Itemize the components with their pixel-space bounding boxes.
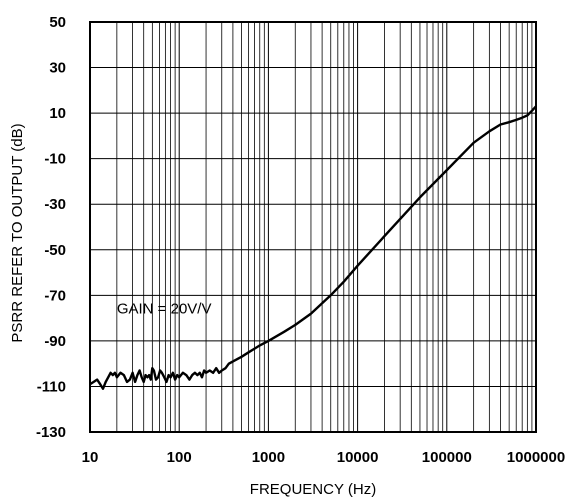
plot-frame [89, 21, 537, 433]
minor-gridlines [116, 22, 533, 432]
y-tick-label: -70 [44, 287, 66, 304]
x-tick-labels: 10 100 1000 10000 100000 1000000 [82, 449, 566, 466]
y-tick-label: 50 [49, 14, 66, 31]
y-tick-label: 10 [49, 105, 66, 122]
y-tick-label: -10 [44, 151, 66, 168]
x-tick-label: 10 [82, 449, 99, 466]
major-gridlines [89, 21, 537, 433]
x-axis-title: FREQUENCY (Hz) [250, 481, 376, 498]
x-tick-label: 1000 [252, 449, 285, 466]
x-tick-label: 100000 [422, 449, 472, 466]
psrr-series-line [89, 105, 537, 390]
x-tick-label: 100 [167, 449, 192, 466]
series-layer [89, 105, 537, 390]
x-tick-label: 10000 [337, 449, 379, 466]
y-tick-label: -110 [37, 378, 66, 395]
y-tick-label: -50 [44, 242, 66, 259]
y-axis-title: PSRR REFER TO OUTPUT (dB) [9, 123, 26, 342]
y-tick-label: 30 [49, 60, 66, 77]
y-tick-label: -130 [36, 424, 66, 441]
x-tick-label: 1000000 [507, 449, 565, 466]
gain-annotation: GAIN = 20V/V [117, 301, 212, 318]
y-tick-label: -90 [44, 333, 66, 350]
y-tick-label: -30 [44, 196, 66, 213]
y-tick-labels: 50 30 10 -10 -30 -50 -70 -90 -110 -130 [36, 14, 66, 441]
